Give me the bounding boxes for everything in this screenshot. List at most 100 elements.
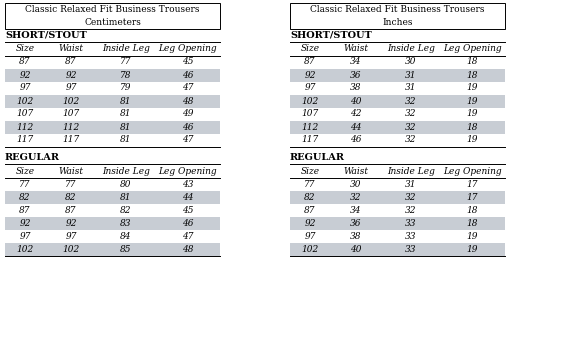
Text: 18: 18	[467, 219, 478, 228]
Text: 31: 31	[405, 180, 417, 189]
Text: 81: 81	[120, 96, 132, 106]
Text: 19: 19	[467, 109, 478, 119]
Text: 31: 31	[405, 71, 417, 79]
Text: 48: 48	[182, 96, 193, 106]
FancyBboxPatch shape	[5, 120, 220, 133]
Text: Size: Size	[15, 44, 35, 53]
Text: 77: 77	[304, 180, 316, 189]
Text: 46: 46	[350, 136, 362, 144]
FancyBboxPatch shape	[5, 95, 220, 108]
Text: 87: 87	[19, 206, 31, 215]
Text: 117: 117	[62, 136, 80, 144]
FancyBboxPatch shape	[290, 82, 505, 95]
Text: 45: 45	[182, 206, 193, 215]
Text: 40: 40	[350, 96, 362, 106]
Text: 32: 32	[405, 96, 417, 106]
FancyBboxPatch shape	[290, 217, 505, 230]
Text: 107: 107	[302, 109, 319, 119]
FancyBboxPatch shape	[290, 191, 505, 204]
Text: 87: 87	[65, 58, 77, 66]
Text: 33: 33	[405, 219, 417, 228]
FancyBboxPatch shape	[290, 3, 505, 29]
Text: 87: 87	[65, 206, 77, 215]
Text: Leg Opening: Leg Opening	[158, 44, 217, 53]
Text: 46: 46	[182, 71, 193, 79]
Text: 48: 48	[182, 245, 193, 254]
Text: 18: 18	[467, 206, 478, 215]
Text: 102: 102	[62, 245, 80, 254]
FancyBboxPatch shape	[290, 95, 505, 108]
FancyBboxPatch shape	[5, 55, 220, 68]
Text: 40: 40	[350, 245, 362, 254]
Text: 97: 97	[65, 232, 77, 241]
Text: 34: 34	[350, 206, 362, 215]
Text: Waist: Waist	[344, 44, 369, 53]
Text: 82: 82	[120, 206, 132, 215]
Text: 17: 17	[467, 193, 478, 202]
Text: 32: 32	[405, 193, 417, 202]
Text: Waist: Waist	[59, 167, 83, 175]
Text: 102: 102	[16, 96, 34, 106]
Text: 44: 44	[182, 193, 193, 202]
Text: 18: 18	[467, 122, 478, 132]
FancyBboxPatch shape	[5, 68, 220, 82]
Text: Waist: Waist	[59, 44, 83, 53]
Text: 112: 112	[302, 122, 319, 132]
Text: 92: 92	[65, 71, 77, 79]
Text: 30: 30	[405, 58, 417, 66]
Text: 19: 19	[467, 245, 478, 254]
Text: 18: 18	[467, 58, 478, 66]
FancyBboxPatch shape	[5, 178, 220, 191]
Text: 107: 107	[16, 109, 34, 119]
Text: 19: 19	[467, 136, 478, 144]
Text: 92: 92	[304, 71, 316, 79]
Text: 92: 92	[65, 219, 77, 228]
Text: 81: 81	[120, 109, 132, 119]
Text: 32: 32	[405, 136, 417, 144]
Text: 38: 38	[350, 84, 362, 92]
Text: 19: 19	[467, 96, 478, 106]
Text: Classic Relaxed Fit Business Trousers
Inches: Classic Relaxed Fit Business Trousers In…	[310, 5, 485, 27]
Text: Waist: Waist	[344, 167, 369, 175]
Text: 77: 77	[19, 180, 31, 189]
FancyBboxPatch shape	[5, 191, 220, 204]
FancyBboxPatch shape	[290, 120, 505, 133]
Text: 112: 112	[62, 122, 80, 132]
Text: 44: 44	[350, 122, 362, 132]
Text: Inside Leg: Inside Leg	[102, 167, 150, 175]
FancyBboxPatch shape	[5, 133, 220, 146]
Text: 46: 46	[182, 219, 193, 228]
Text: Leg Opening: Leg Opening	[158, 167, 217, 175]
Text: 81: 81	[120, 122, 132, 132]
Text: 33: 33	[405, 232, 417, 241]
FancyBboxPatch shape	[290, 204, 505, 217]
Text: 87: 87	[19, 58, 31, 66]
FancyBboxPatch shape	[290, 243, 505, 256]
Text: 107: 107	[62, 109, 80, 119]
Text: 81: 81	[120, 193, 132, 202]
Text: 45: 45	[182, 58, 193, 66]
Text: 102: 102	[302, 245, 319, 254]
Text: 80: 80	[120, 180, 132, 189]
Text: 81: 81	[120, 136, 132, 144]
Text: SHORT/STOUT: SHORT/STOUT	[290, 31, 371, 40]
Text: 47: 47	[182, 84, 193, 92]
FancyBboxPatch shape	[5, 3, 220, 29]
Text: 87: 87	[304, 58, 316, 66]
FancyBboxPatch shape	[5, 243, 220, 256]
Text: 49: 49	[182, 109, 193, 119]
Text: 18: 18	[467, 71, 478, 79]
Text: 82: 82	[65, 193, 77, 202]
Text: 32: 32	[405, 206, 417, 215]
FancyBboxPatch shape	[290, 178, 505, 191]
Text: Leg Opening: Leg Opening	[443, 44, 502, 53]
Text: 19: 19	[467, 84, 478, 92]
Text: Size: Size	[15, 167, 35, 175]
FancyBboxPatch shape	[290, 108, 505, 120]
Text: Size: Size	[300, 44, 320, 53]
FancyBboxPatch shape	[5, 217, 220, 230]
Text: 47: 47	[182, 136, 193, 144]
Text: Leg Opening: Leg Opening	[443, 167, 502, 175]
Text: 87: 87	[304, 206, 316, 215]
Text: 102: 102	[16, 245, 34, 254]
